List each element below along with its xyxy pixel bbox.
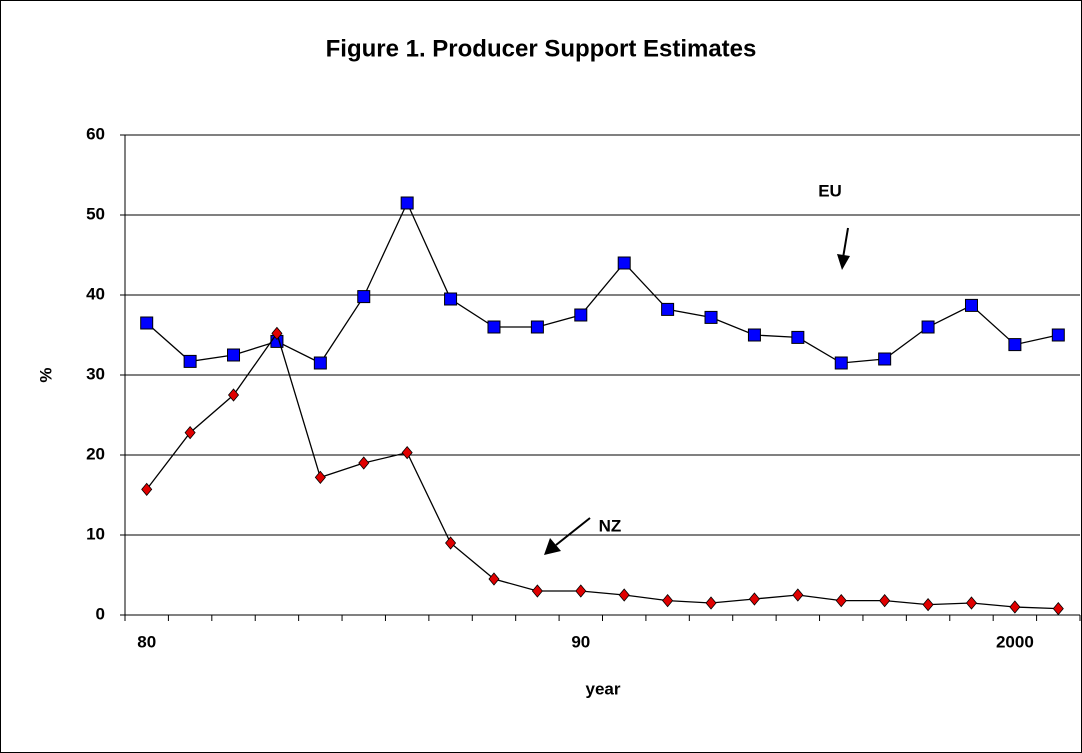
marker [227,348,241,362]
marker [965,596,977,610]
marker [400,196,414,210]
series-line [146,331,1059,610]
marker [184,425,196,440]
marker [358,456,370,470]
marker [704,310,718,324]
marker [1009,600,1021,614]
marker [1008,338,1022,352]
annotation: EU [818,181,842,200]
marker [878,352,892,366]
x-axis-label: year [586,679,621,698]
marker [791,330,805,344]
marker [835,593,847,608]
marker [488,572,500,586]
annotation-arrowhead [544,538,561,555]
marker [661,302,675,316]
marker [531,584,543,598]
y-tick-label: 60 [86,124,105,143]
annotation-arrow [842,227,849,259]
marker [574,308,588,322]
y-axis-label: % [36,367,55,382]
marker [140,316,154,330]
marker [617,256,631,270]
chart-title: Figure 1. Producer Support Estimates [326,35,757,62]
y-tick-label: 40 [86,284,105,303]
y-tick-label: 30 [86,364,105,383]
marker [357,290,371,304]
marker [964,298,978,312]
marker [747,328,761,342]
marker [1052,601,1064,616]
marker [792,588,804,602]
series-line [146,201,1059,364]
marker [922,597,934,612]
marker [748,592,760,606]
marker [314,470,326,485]
annotation: NZ [599,516,622,535]
marker [662,593,674,608]
marker [228,388,240,402]
y-tick-label: 20 [86,444,105,463]
marker [834,356,848,370]
marker [575,584,587,598]
marker [141,482,153,497]
marker [183,354,197,368]
y-tick-label: 0 [96,604,105,623]
annotation-arrowhead [837,254,850,270]
x-tick-label: 2000 [996,632,1034,651]
y-tick-label: 10 [86,524,105,543]
marker [444,292,458,306]
marker [879,593,891,608]
marker [618,588,630,602]
marker [401,445,413,460]
annotation-arrow [555,517,591,546]
marker [445,536,457,550]
marker [705,596,717,610]
x-tick-label: 90 [571,632,590,651]
marker [487,320,501,334]
marker [921,320,935,334]
x-tick-label: 80 [137,632,156,651]
marker [313,356,327,370]
y-tick-label: 50 [86,204,105,223]
marker [530,320,544,334]
marker [271,326,283,341]
marker [1051,328,1065,342]
